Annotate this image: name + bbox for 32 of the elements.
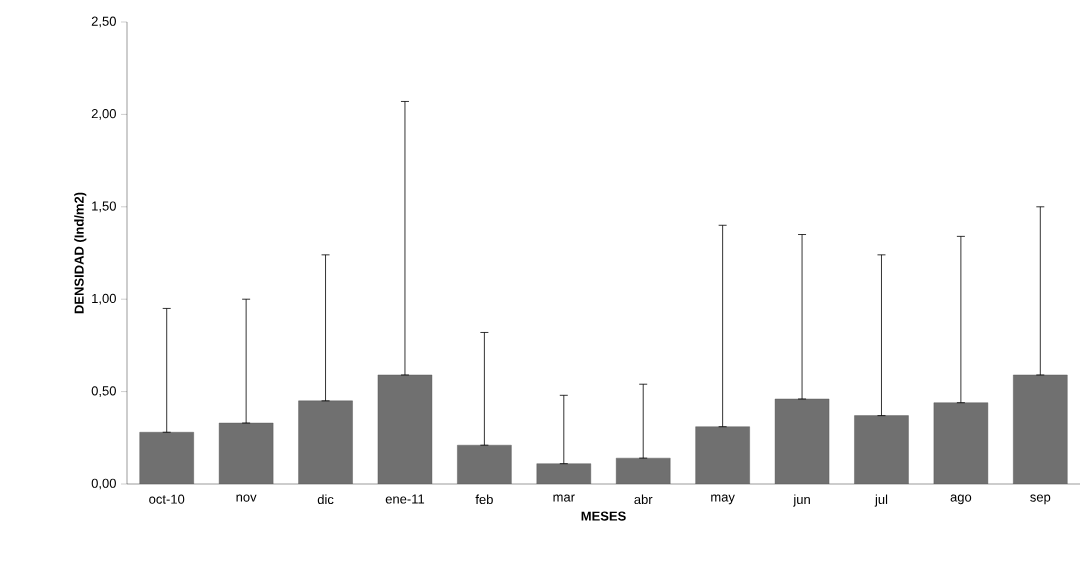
- y-tick-label: 2,00: [91, 109, 116, 120]
- x-tick-label: ago: [950, 494, 972, 505]
- x-tick-label: feb: [475, 494, 493, 505]
- bar: [377, 374, 433, 484]
- x-tick-label: jun: [793, 494, 810, 507]
- bar: [616, 457, 671, 484]
- bar: [457, 444, 512, 484]
- bar: [218, 422, 274, 484]
- y-tick-label: 0,00: [91, 478, 116, 490]
- bar: [933, 402, 989, 484]
- x-axis-title: MESES: [581, 511, 626, 521]
- x-tick-label: ene-11: [385, 494, 425, 504]
- bar: [774, 398, 830, 484]
- bar: [1013, 374, 1068, 484]
- x-tick-label: oct-10: [149, 494, 185, 504]
- bar: [854, 415, 909, 484]
- y-tick-label: 1,50: [92, 201, 116, 213]
- y-tick-label: 2,50: [91, 16, 116, 28]
- y-tick-label: 0,50: [91, 386, 116, 397]
- bar: [536, 463, 591, 484]
- x-tick-label: abr: [634, 494, 653, 505]
- x-tick-label: dic: [317, 494, 334, 505]
- x-tick-label: nov: [236, 494, 257, 502]
- bar: [298, 400, 353, 484]
- bar: [695, 426, 750, 484]
- x-tick-label: jul: [874, 494, 888, 507]
- x-tick-label: may: [711, 494, 735, 505]
- x-tick-label: sep: [1030, 494, 1051, 505]
- bar: [139, 432, 194, 484]
- x-tick-label: mar: [553, 494, 575, 502]
- y-axis-title: DENSIDAD (Ind/m2): [74, 192, 87, 314]
- y-tick-label: 1,00: [92, 293, 116, 305]
